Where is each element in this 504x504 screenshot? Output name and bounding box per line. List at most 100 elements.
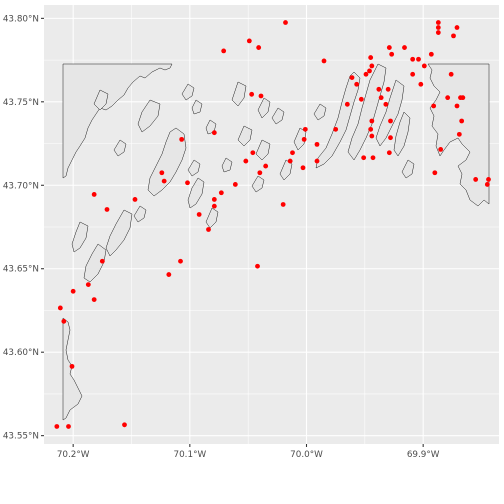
island-cousins <box>137 99 161 133</box>
island-jewell <box>187 177 205 209</box>
data-point <box>473 177 479 182</box>
data-point <box>460 95 466 101</box>
data-point <box>361 155 367 161</box>
data-point <box>438 146 444 152</box>
data-point <box>376 86 382 92</box>
peninsula-sebascodegan <box>375 79 405 147</box>
island-clapboard <box>113 139 127 157</box>
data-point <box>333 126 339 132</box>
data-point <box>185 180 190 186</box>
data-point <box>363 71 369 77</box>
data-point <box>232 182 238 187</box>
island-ram <box>313 103 327 121</box>
data-point <box>314 158 320 164</box>
mainland-south <box>62 317 83 421</box>
data-point <box>435 25 441 30</box>
data-point <box>454 25 460 30</box>
y-axis: 43.55°N 43.60°N 43.65°N 43.70°N 43.75°N 43.80… <box>3 14 44 442</box>
data-point <box>448 71 454 77</box>
data-point <box>349 75 355 81</box>
island-great-chebeague <box>147 127 187 197</box>
data-point <box>454 103 460 109</box>
points-layer <box>54 20 491 429</box>
data-point <box>321 58 327 64</box>
x-axis: 70.2°W 70.1°W 70.0°W 69.9°W <box>57 444 440 460</box>
data-point <box>179 136 185 142</box>
island-bustins <box>255 139 271 161</box>
data-point <box>368 55 374 60</box>
data-point <box>410 71 416 77</box>
data-point <box>166 272 172 277</box>
island-birch <box>257 97 271 119</box>
data-point <box>451 33 456 39</box>
data-point <box>432 170 438 176</box>
y-tick-label: 43.55°N <box>3 432 39 442</box>
data-point <box>221 48 227 54</box>
island-eagle <box>205 207 219 229</box>
data-point <box>418 81 424 87</box>
data-point <box>211 203 217 209</box>
data-point <box>388 118 393 124</box>
plot-panel <box>44 5 499 444</box>
data-point <box>416 56 421 62</box>
data-point <box>421 63 427 69</box>
data-point <box>280 202 286 207</box>
data-point <box>302 126 308 132</box>
data-point <box>368 126 374 132</box>
y-tick-label: 43.65°N <box>3 265 39 275</box>
data-point <box>249 91 255 97</box>
data-point <box>383 101 389 107</box>
data-point <box>69 363 75 369</box>
data-point <box>354 81 360 87</box>
data-point <box>161 178 167 184</box>
data-point <box>435 30 441 35</box>
data-point <box>389 51 395 57</box>
data-point <box>256 45 262 50</box>
island-cliff <box>71 221 89 253</box>
island-ragged <box>279 159 293 181</box>
data-point <box>132 197 138 202</box>
x-tick-label: 70.1°W <box>173 450 206 460</box>
x-tick-label: 70.0°W <box>290 450 323 460</box>
island-bailey <box>393 111 411 157</box>
data-point <box>206 227 211 232</box>
data-point <box>257 170 263 176</box>
data-point <box>344 101 350 107</box>
mainland-west <box>62 63 173 179</box>
data-point <box>369 118 375 124</box>
data-point <box>388 135 393 141</box>
data-point <box>91 297 97 303</box>
data-point <box>369 133 375 139</box>
data-point <box>99 258 105 264</box>
y-tick-label: 43.70°N <box>3 181 39 191</box>
island-hope <box>187 159 201 177</box>
data-point <box>435 20 441 25</box>
data-point <box>218 190 224 196</box>
x-tick-label: 69.9°W <box>407 450 440 460</box>
y-tick-label: 43.75°N <box>3 98 39 108</box>
data-point <box>459 118 465 124</box>
x-tick-label: 70.2°W <box>57 450 90 460</box>
data-point <box>178 258 183 264</box>
data-point <box>255 263 260 269</box>
data-point <box>57 305 63 311</box>
island-yarmouth <box>401 159 415 179</box>
data-point <box>159 170 165 176</box>
data-point <box>290 150 295 156</box>
data-point <box>402 45 407 50</box>
island-upper-goose <box>237 125 253 147</box>
island-hussey <box>251 175 265 193</box>
data-point <box>300 165 306 171</box>
data-point <box>428 51 434 57</box>
island-bear <box>271 107 285 125</box>
island-mark <box>221 157 233 173</box>
data-point <box>91 192 97 197</box>
data-point <box>385 86 391 92</box>
data-point <box>70 288 76 294</box>
data-point <box>378 95 384 101</box>
data-point <box>246 38 252 44</box>
data-point <box>445 95 451 101</box>
island-peaks <box>83 243 107 283</box>
data-point <box>370 155 376 161</box>
peninsula-harpswell <box>315 71 361 169</box>
